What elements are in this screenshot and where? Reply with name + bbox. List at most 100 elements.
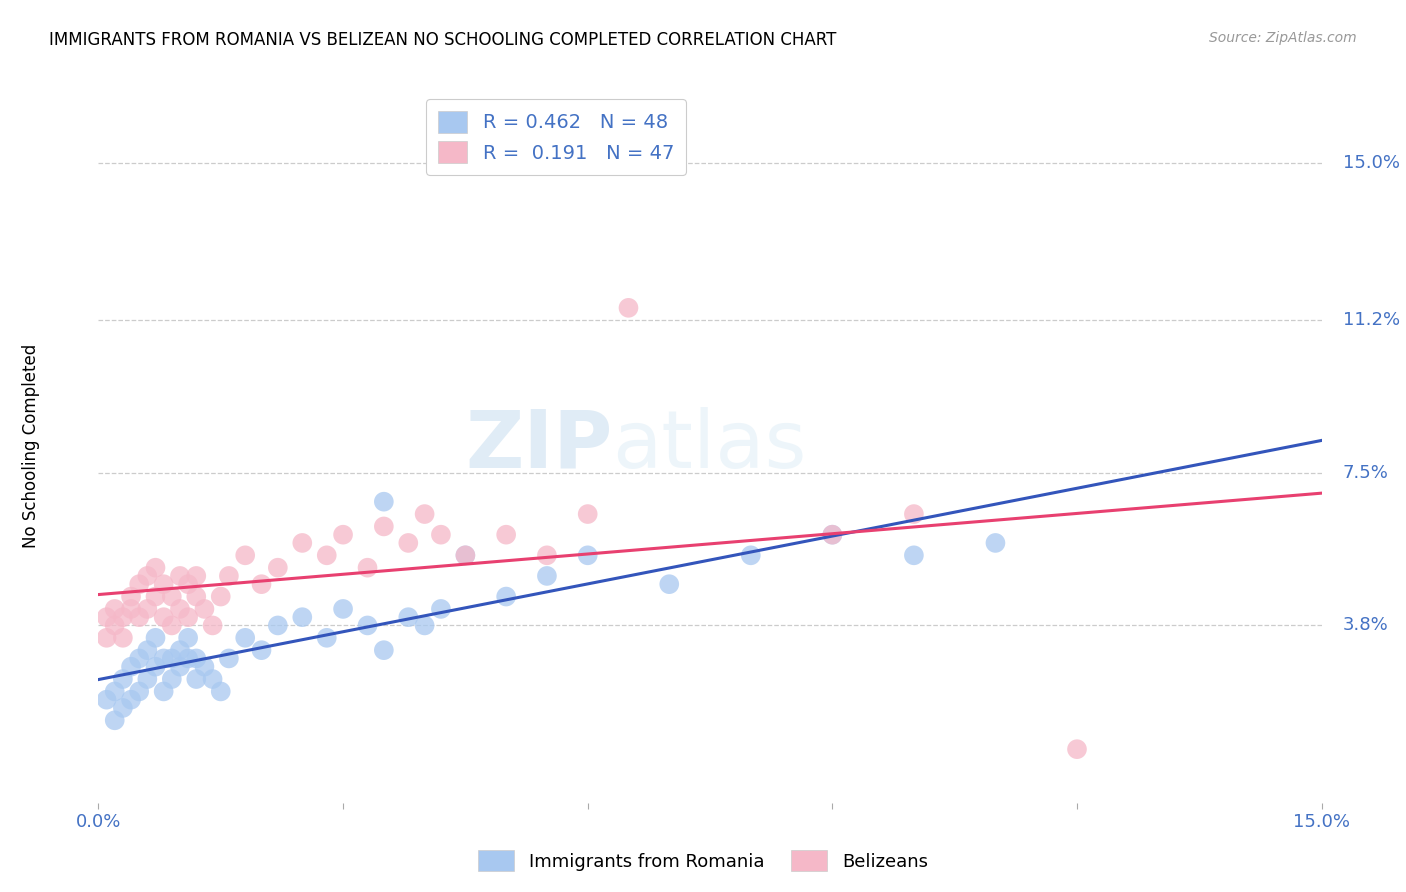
Text: IMMIGRANTS FROM ROMANIA VS BELIZEAN NO SCHOOLING COMPLETED CORRELATION CHART: IMMIGRANTS FROM ROMANIA VS BELIZEAN NO S… — [49, 31, 837, 49]
Point — [332, 527, 354, 541]
Text: 11.2%: 11.2% — [1343, 311, 1400, 329]
Text: 7.5%: 7.5% — [1343, 464, 1389, 482]
Point — [186, 569, 208, 583]
Point — [250, 643, 273, 657]
Point — [136, 672, 159, 686]
Point — [495, 527, 517, 541]
Point — [160, 672, 183, 686]
Point — [291, 536, 314, 550]
Legend: R = 0.462   N = 48, R =  0.191   N = 47: R = 0.462 N = 48, R = 0.191 N = 47 — [426, 99, 686, 175]
Point — [218, 651, 240, 665]
Point — [111, 610, 134, 624]
Point — [291, 610, 314, 624]
Point — [96, 692, 118, 706]
Point — [576, 549, 599, 563]
Point — [332, 602, 354, 616]
Point — [145, 659, 167, 673]
Point — [821, 527, 844, 541]
Point — [177, 631, 200, 645]
Point — [177, 651, 200, 665]
Point — [821, 527, 844, 541]
Text: 15.0%: 15.0% — [1343, 154, 1400, 172]
Point — [104, 618, 127, 632]
Text: 3.8%: 3.8% — [1343, 616, 1389, 634]
Point — [120, 590, 142, 604]
Point — [128, 684, 150, 698]
Point — [396, 536, 419, 550]
Point — [145, 590, 167, 604]
Point — [413, 618, 436, 632]
Point — [903, 549, 925, 563]
Point — [177, 577, 200, 591]
Point — [201, 618, 224, 632]
Point — [169, 643, 191, 657]
Point — [96, 631, 118, 645]
Point — [120, 692, 142, 706]
Text: ZIP: ZIP — [465, 407, 612, 485]
Point — [136, 643, 159, 657]
Point — [201, 672, 224, 686]
Point — [454, 549, 477, 563]
Text: atlas: atlas — [612, 407, 807, 485]
Point — [152, 684, 174, 698]
Point — [152, 610, 174, 624]
Point — [104, 684, 127, 698]
Point — [136, 569, 159, 583]
Point — [315, 631, 337, 645]
Point — [740, 549, 762, 563]
Point — [396, 610, 419, 624]
Point — [267, 560, 290, 574]
Point — [111, 631, 134, 645]
Point — [128, 651, 150, 665]
Point — [250, 577, 273, 591]
Point — [495, 590, 517, 604]
Point — [120, 659, 142, 673]
Point — [120, 602, 142, 616]
Point — [186, 672, 208, 686]
Point — [186, 651, 208, 665]
Point — [104, 602, 127, 616]
Point — [430, 602, 453, 616]
Point — [152, 577, 174, 591]
Point — [111, 701, 134, 715]
Text: Source: ZipAtlas.com: Source: ZipAtlas.com — [1209, 31, 1357, 45]
Point — [218, 569, 240, 583]
Point — [160, 590, 183, 604]
Point — [413, 507, 436, 521]
Legend: Immigrants from Romania, Belizeans: Immigrants from Romania, Belizeans — [471, 843, 935, 879]
Point — [136, 602, 159, 616]
Point — [233, 631, 256, 645]
Point — [128, 610, 150, 624]
Point — [356, 618, 378, 632]
Point — [160, 618, 183, 632]
Point — [430, 527, 453, 541]
Point — [233, 549, 256, 563]
Point — [111, 672, 134, 686]
Point — [536, 549, 558, 563]
Point — [169, 569, 191, 583]
Point — [96, 610, 118, 624]
Point — [984, 536, 1007, 550]
Point — [186, 590, 208, 604]
Point — [315, 549, 337, 563]
Point — [169, 602, 191, 616]
Point — [903, 507, 925, 521]
Point — [356, 560, 378, 574]
Point — [1066, 742, 1088, 756]
Point — [104, 714, 127, 728]
Point — [267, 618, 290, 632]
Point — [209, 684, 232, 698]
Point — [177, 610, 200, 624]
Point — [169, 659, 191, 673]
Point — [536, 569, 558, 583]
Point — [373, 519, 395, 533]
Point — [576, 507, 599, 521]
Point — [193, 659, 215, 673]
Point — [193, 602, 215, 616]
Point — [160, 651, 183, 665]
Point — [658, 577, 681, 591]
Point — [145, 631, 167, 645]
Point — [454, 549, 477, 563]
Text: No Schooling Completed: No Schooling Completed — [22, 344, 39, 548]
Point — [373, 643, 395, 657]
